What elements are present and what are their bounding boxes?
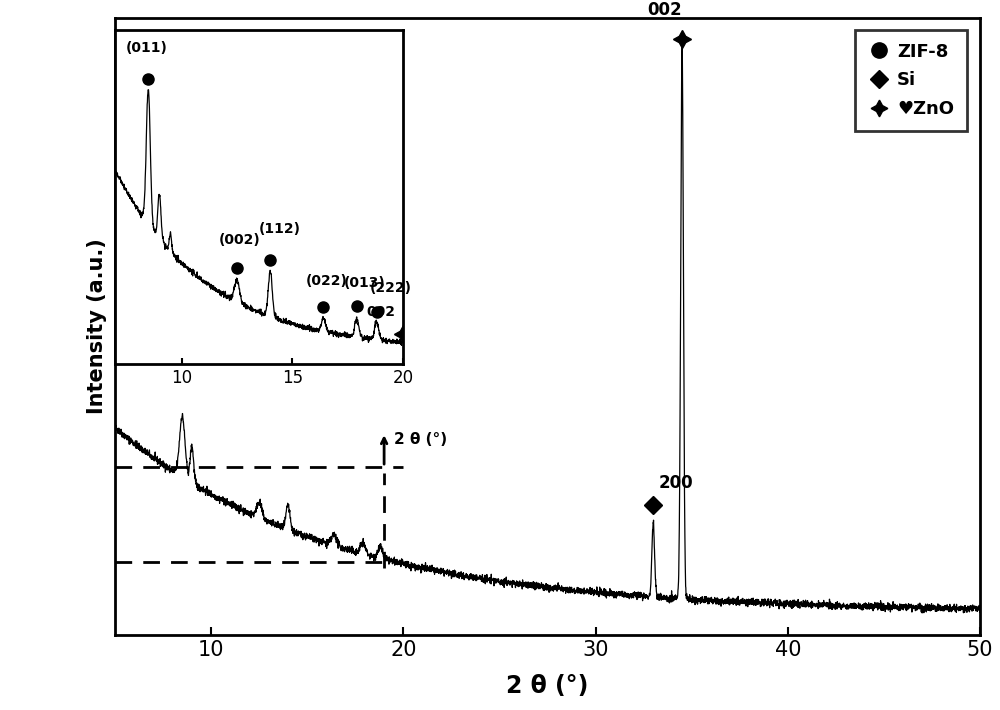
X-axis label: 2 θ (°): 2 θ (°) — [506, 674, 589, 698]
Text: (112): (112) — [259, 222, 301, 236]
Text: (002): (002) — [219, 234, 261, 247]
Text: 200: 200 — [659, 474, 694, 492]
Text: 002: 002 — [647, 1, 682, 19]
Text: (011): (011) — [126, 41, 168, 55]
Text: (013): (013) — [343, 276, 385, 290]
Text: (022): (022) — [306, 274, 348, 288]
Y-axis label: Intensity (a.u.): Intensity (a.u.) — [87, 239, 107, 415]
Text: 002: 002 — [367, 305, 396, 320]
Legend: ZIF-8, Si, ♥ZnO: ZIF-8, Si, ♥ZnO — [855, 30, 967, 131]
Text: 2 θ (°): 2 θ (°) — [394, 432, 447, 447]
Text: (222): (222) — [370, 281, 412, 295]
